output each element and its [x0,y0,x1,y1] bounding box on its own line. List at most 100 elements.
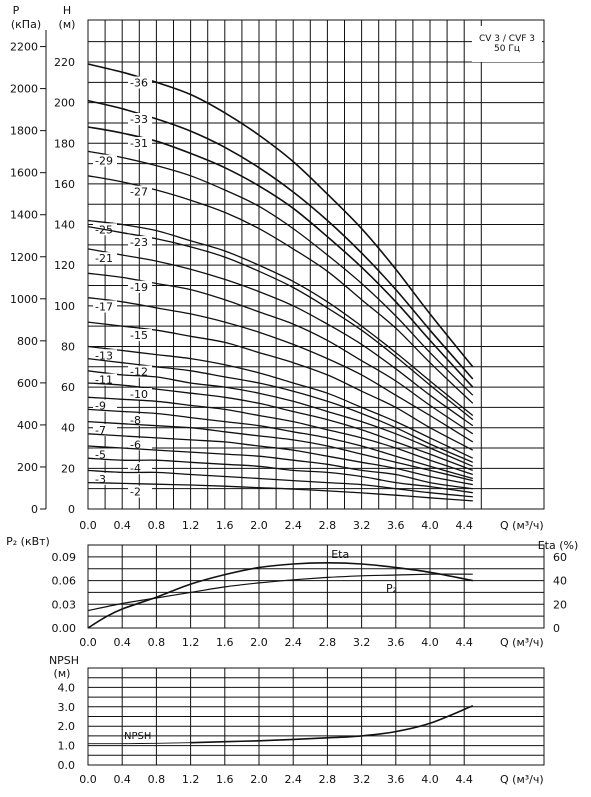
power-curve [87,573,473,612]
head-curve-label: -13 [95,349,113,362]
npsh-x-tick-label: 2.4 [284,773,302,786]
head-curve-label: -3 [95,473,106,486]
curve-label-bg [128,413,152,426]
head-tick-label: 20 [61,462,75,475]
npsh-x-axis-title: Q (м³/ч) [500,773,544,786]
head-curve-label: -2 [130,486,141,499]
head-curve-label: -9 [95,400,106,413]
npsh-x-tick-label: 2.0 [250,773,268,786]
power-x-tick-label: 1.2 [182,636,200,649]
power-grid [87,544,545,629]
curve-label-bg [93,349,117,362]
pressure-tick-label: 2000 [10,83,38,96]
curve-label-bg [128,438,152,451]
npsh-x-tick-label: 0.8 [148,773,166,786]
curve-label-bg [93,399,117,412]
pressure-axis-unit: (кПа) [11,18,41,31]
head-curve-stage-11 [87,370,474,467]
pressure-tick-label: 1400 [10,209,38,222]
npsh-x-tick-label: 2.8 [319,773,337,786]
power-x-axis-title: Q (м³/ч) [500,636,544,649]
npsh-curve-label: NPSH [124,731,151,742]
head-curve-stage-3 [87,469,473,498]
head-x-tick-label: 3.6 [387,519,405,532]
efficiency-tick-label: 20 [553,598,567,611]
model-title-box [472,26,542,62]
head-curve-label: -21 [95,252,113,265]
head-x-tick-label: 0.8 [148,519,166,532]
curve-label-bg [128,280,152,293]
head-tick-label: 160 [54,178,75,191]
head-curve-label: -33 [130,113,148,126]
head-curve-stage-2 [87,481,473,502]
pressure-tick-label: 400 [17,419,38,432]
curve-label-bg [128,76,152,89]
head-curve-stage-36 [87,63,474,368]
head-curve-label: -4 [130,462,141,475]
head-tick-label: 80 [61,340,75,353]
pressure-tick-label: 1800 [10,125,38,138]
head-curve-label: -19 [130,281,148,294]
power-x-tick-label: 2.8 [319,636,337,649]
power-x-tick-label: 0.0 [79,636,97,649]
pressure-tick-label: 2200 [10,41,38,54]
head-tick-label: 180 [54,137,75,150]
model-title-line-2: 50 Гц [494,44,520,54]
pressure-tick-label: 0 [31,503,38,516]
head-curve-label: -23 [130,236,148,249]
efficiency-curve-label: Eta [331,548,349,561]
npsh-x-tick-label: 3.2 [353,773,371,786]
power-curve-label: P₂ [386,582,397,595]
curve-label-bg [93,373,117,386]
pressure-tick-label: 200 [17,461,38,474]
curve-label-bg [93,300,117,313]
curve-label-bg [128,462,152,475]
curve-label-bg [128,485,152,498]
pressure-tick-label: 800 [17,335,38,348]
pressure-tick-label: 1600 [10,167,38,180]
npsh-axis-title: NPSH [49,654,79,667]
head-curve-stage-15 [87,321,474,451]
head-curve-label: -5 [95,448,106,461]
head-curve-stage-25 [87,219,474,417]
head-plot-frame [87,19,545,510]
npsh-x-tick-label: 3.6 [387,773,405,786]
head-x-tick-label: 2.0 [250,519,268,532]
pressure-tick-label: 600 [17,377,38,390]
head-axis-unit: (м) [59,18,76,31]
head-tick-label: 100 [54,300,75,313]
head-x-tick-label: 0.4 [113,519,131,532]
head-curve-stage-4 [87,457,473,494]
head-x-tick-label: 1.2 [182,519,200,532]
power-tick-label: 0.03 [52,598,77,611]
power-tick-label: 0.09 [52,551,77,564]
head-curve-label: -36 [130,76,148,89]
head-curve-stage-23 [87,225,474,421]
head-curve-label: -7 [95,424,106,437]
head-curve-stage-10 [87,382,474,472]
curve-label-bg [128,236,152,249]
pressure-axis-title: P [13,4,20,17]
head-curve-stage-8 [87,408,473,480]
head-tick-label: 220 [54,56,75,69]
head-axis-title: H [63,4,71,17]
npsh-x-tick-label: 1.6 [216,773,234,786]
head-x-tick-label: 4.4 [455,519,473,532]
head-curve-label: -31 [130,137,148,150]
power-x-tick-label: 4.0 [421,636,439,649]
head-tick-label: 0 [68,503,75,516]
curve-label-bg [128,136,152,149]
head-x-axis-title: Q (м³/ч) [500,519,544,532]
npsh-x-tick-label: 0.0 [79,773,97,786]
npsh-tick-label: 0.0 [58,759,76,772]
head-curve-stage-31 [87,126,474,388]
curve-label-bg [93,448,117,461]
efficiency-tick-label: 40 [553,575,567,588]
power-x-tick-label: 0.8 [148,636,166,649]
head-tick-label: 60 [61,381,75,394]
head-grid [87,19,545,510]
head-curve-stage-12 [87,357,474,463]
npsh-tick-label: 1.0 [58,740,76,753]
power-tick-label: 0.06 [52,575,77,588]
